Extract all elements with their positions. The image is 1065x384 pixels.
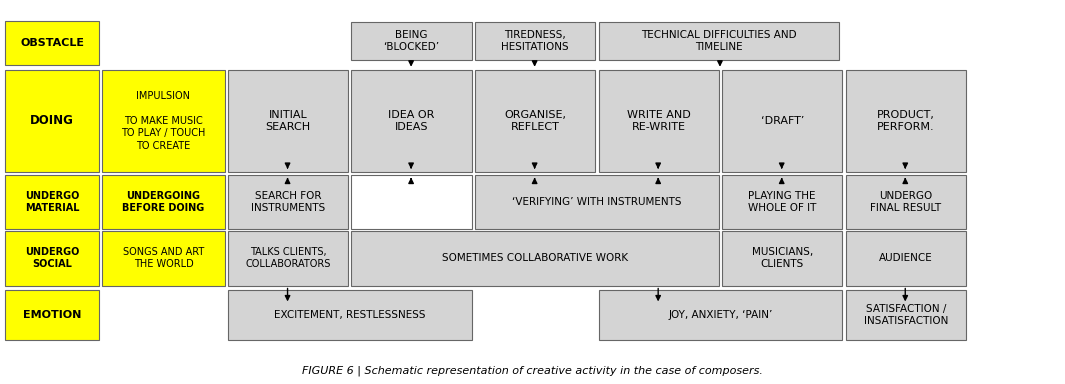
FancyBboxPatch shape bbox=[351, 231, 719, 286]
FancyBboxPatch shape bbox=[599, 22, 839, 60]
Text: EMOTION: EMOTION bbox=[23, 310, 81, 320]
FancyBboxPatch shape bbox=[228, 231, 348, 286]
Text: ‘VERIFYING’ WITH INSTRUMENTS: ‘VERIFYING’ WITH INSTRUMENTS bbox=[512, 197, 682, 207]
FancyBboxPatch shape bbox=[475, 22, 595, 60]
FancyBboxPatch shape bbox=[228, 290, 472, 340]
Text: UNDERGO
SOCIAL: UNDERGO SOCIAL bbox=[24, 247, 80, 270]
FancyBboxPatch shape bbox=[228, 70, 348, 172]
Text: MUSICIANS,
CLIENTS: MUSICIANS, CLIENTS bbox=[752, 247, 813, 270]
FancyBboxPatch shape bbox=[846, 70, 966, 172]
Text: PLAYING THE
WHOLE OF IT: PLAYING THE WHOLE OF IT bbox=[748, 191, 817, 213]
Text: EXCITEMENT, RESTLESSNESS: EXCITEMENT, RESTLESSNESS bbox=[274, 310, 426, 320]
Text: PRODUCT,
PERFORM.: PRODUCT, PERFORM. bbox=[876, 109, 935, 132]
Text: IDEA OR
IDEAS: IDEA OR IDEAS bbox=[389, 109, 435, 132]
Text: TALKS CLIENTS,
COLLABORATORS: TALKS CLIENTS, COLLABORATORS bbox=[245, 247, 331, 270]
FancyBboxPatch shape bbox=[599, 70, 719, 172]
Text: OBSTACLE: OBSTACLE bbox=[20, 38, 84, 48]
Text: ‘DRAFT’: ‘DRAFT’ bbox=[760, 116, 804, 126]
FancyBboxPatch shape bbox=[102, 70, 225, 172]
Text: WRITE AND
RE-WRITE: WRITE AND RE-WRITE bbox=[627, 109, 690, 132]
FancyBboxPatch shape bbox=[351, 22, 472, 60]
FancyBboxPatch shape bbox=[102, 231, 225, 286]
Text: IMPULSION

TO MAKE MUSIC
TO PLAY / TOUCH
TO CREATE: IMPULSION TO MAKE MUSIC TO PLAY / TOUCH … bbox=[121, 91, 206, 151]
FancyBboxPatch shape bbox=[5, 175, 99, 230]
FancyBboxPatch shape bbox=[475, 175, 719, 230]
FancyBboxPatch shape bbox=[102, 175, 225, 230]
FancyBboxPatch shape bbox=[5, 290, 99, 340]
FancyBboxPatch shape bbox=[599, 290, 842, 340]
FancyBboxPatch shape bbox=[351, 70, 472, 172]
Text: INITIAL
SEARCH: INITIAL SEARCH bbox=[265, 109, 311, 132]
FancyBboxPatch shape bbox=[722, 175, 842, 230]
FancyBboxPatch shape bbox=[228, 175, 348, 230]
FancyBboxPatch shape bbox=[846, 231, 966, 286]
FancyBboxPatch shape bbox=[722, 70, 842, 172]
Text: ORGANISE,
REFLECT: ORGANISE, REFLECT bbox=[504, 109, 567, 132]
Text: TECHNICAL DIFFICULTIES AND
TIMELINE: TECHNICAL DIFFICULTIES AND TIMELINE bbox=[641, 30, 797, 52]
Text: DOING: DOING bbox=[30, 114, 75, 127]
FancyBboxPatch shape bbox=[351, 175, 472, 230]
Text: TIREDNESS,
HESITATIONS: TIREDNESS, HESITATIONS bbox=[502, 30, 569, 52]
FancyBboxPatch shape bbox=[5, 70, 99, 172]
Text: SATISFACTION /
INSATISFACTION: SATISFACTION / INSATISFACTION bbox=[864, 304, 948, 326]
Text: UNDERGO
MATERIAL: UNDERGO MATERIAL bbox=[24, 191, 80, 213]
Text: FIGURE 6 | Schematic representation of creative activity in the case of composer: FIGURE 6 | Schematic representation of c… bbox=[302, 366, 763, 376]
FancyBboxPatch shape bbox=[475, 70, 595, 172]
FancyBboxPatch shape bbox=[846, 290, 966, 340]
Text: SEARCH FOR
INSTRUMENTS: SEARCH FOR INSTRUMENTS bbox=[251, 191, 325, 213]
Text: AUDIENCE: AUDIENCE bbox=[879, 253, 933, 263]
FancyBboxPatch shape bbox=[5, 21, 99, 65]
Text: SOMETIMES COLLABORATIVE WORK: SOMETIMES COLLABORATIVE WORK bbox=[442, 253, 628, 263]
Text: SONGS AND ART
THE WORLD: SONGS AND ART THE WORLD bbox=[122, 247, 204, 270]
Text: BEING
‘BLOCKED’: BEING ‘BLOCKED’ bbox=[383, 30, 440, 52]
Text: UNDERGOING
BEFORE DOING: UNDERGOING BEFORE DOING bbox=[122, 191, 204, 213]
Text: JOY, ANXIETY, ‘PAIN’: JOY, ANXIETY, ‘PAIN’ bbox=[668, 310, 773, 320]
FancyBboxPatch shape bbox=[722, 231, 842, 286]
Text: UNDERGO
FINAL RESULT: UNDERGO FINAL RESULT bbox=[870, 191, 941, 213]
FancyBboxPatch shape bbox=[846, 175, 966, 230]
FancyBboxPatch shape bbox=[5, 231, 99, 286]
